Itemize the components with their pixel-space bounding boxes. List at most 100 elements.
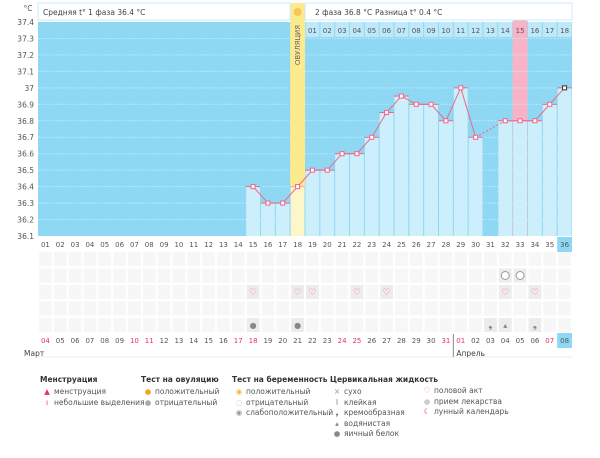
grid-cell	[335, 285, 349, 299]
date-label: 21	[293, 337, 302, 345]
grid-cell	[128, 252, 141, 266]
date-label: 07	[85, 337, 94, 345]
pregnancy-weak-positive-icon	[500, 271, 510, 280]
phase2-day-cell	[394, 22, 409, 37]
cycle-day-label: 26	[412, 241, 421, 249]
temperature-bar	[528, 120, 542, 236]
phase2-average: 2 фаза 36.8 °C	[315, 8, 372, 17]
temperature-point	[428, 101, 434, 107]
grid-cell	[261, 285, 275, 299]
grid-cell	[409, 285, 423, 299]
temperature-bar	[320, 170, 335, 236]
phase2-day-cell	[335, 22, 349, 37]
grid-cell	[291, 252, 304, 266]
temperature-point	[413, 101, 419, 107]
grid-cell	[172, 318, 186, 332]
temperature-point	[562, 85, 568, 91]
phase2-day-cell	[350, 22, 364, 37]
temperature-bar	[261, 203, 275, 236]
grid-cell	[380, 252, 393, 266]
temperature-bar	[557, 87, 572, 236]
event-cell	[291, 285, 304, 299]
date-label: 13	[174, 337, 183, 345]
grid-cell	[498, 252, 512, 266]
event-cell	[528, 285, 542, 299]
phase2-box	[304, 2, 573, 21]
cycle-day-label: 25	[397, 241, 406, 249]
temperature-point	[354, 151, 360, 157]
temperature-line-segment	[430, 103, 447, 122]
grid-cell	[380, 268, 393, 283]
event-cell	[246, 285, 260, 299]
grid-cell	[39, 318, 52, 332]
temperature-point	[384, 110, 390, 116]
cycle-day-label: 10	[174, 241, 183, 249]
egg-white-icon: ●	[294, 321, 301, 330]
grid-cell	[113, 252, 126, 266]
grid-cell	[380, 301, 393, 316]
phase2-day-cell	[453, 22, 468, 37]
grid-cell	[335, 252, 349, 266]
grid-cell	[83, 301, 97, 316]
temperature-bar	[379, 112, 394, 236]
grid-cell	[291, 301, 304, 316]
temperature-point	[250, 184, 256, 190]
date-label: 12	[160, 337, 169, 345]
grid-cell	[231, 268, 245, 283]
legend-item: положительный	[155, 387, 220, 396]
date-label: 08	[560, 337, 569, 345]
grid-cell	[231, 301, 245, 316]
legend-title: Цервикальная жидкость	[330, 375, 439, 384]
grid-cell	[320, 301, 334, 316]
grid-cell	[202, 285, 215, 299]
grid-cell	[246, 268, 260, 283]
legend-item: положительный	[246, 387, 311, 396]
date-label: 17	[234, 337, 243, 345]
ovulation-column	[290, 3, 305, 187]
temperature-line-segment	[371, 112, 388, 138]
y-tick-label: 37.4	[17, 18, 34, 27]
grid-cell	[98, 268, 112, 283]
grid-cell	[320, 252, 334, 266]
date-label: 06	[71, 337, 80, 345]
y-tick-label: 36.7	[17, 133, 34, 142]
grid-cell	[68, 268, 82, 283]
dry-icon: ×	[333, 387, 341, 396]
phase2-day-label: 15	[516, 27, 525, 35]
temperature-bar	[424, 104, 438, 236]
grid-cell	[157, 301, 171, 316]
temperature-point	[295, 184, 301, 190]
grid-cell	[335, 301, 349, 316]
grid-cell	[246, 301, 260, 316]
grid-cell	[558, 285, 571, 299]
grid-cell	[439, 301, 453, 316]
temperature-point	[324, 167, 330, 173]
phase2-day-cell	[379, 22, 394, 37]
date-label: 22	[308, 337, 317, 345]
y-tick-label: 37.2	[17, 51, 34, 60]
grid-cell	[157, 318, 171, 332]
spotting-icon: ı	[45, 397, 49, 407]
phase1-average: Средняя t° 1 фаза 36.4 °C	[43, 8, 145, 17]
phase2-day-cell	[557, 22, 572, 37]
grid-cell	[142, 318, 156, 332]
cycle-day-label: 06	[115, 241, 124, 249]
grid-cell	[335, 318, 349, 332]
temperature-bar	[468, 137, 483, 236]
grid-cell	[484, 285, 497, 299]
phase2-day-cell	[542, 22, 557, 37]
grid-cell	[365, 285, 379, 299]
y-axis-unit: °C	[24, 4, 33, 13]
grid-cell	[261, 268, 275, 283]
cycle-day-label: 27	[427, 241, 436, 249]
grid-cell	[424, 285, 438, 299]
temperature-line-segment	[475, 120, 506, 138]
temperature-point	[398, 93, 404, 99]
date-label: 19	[263, 337, 272, 345]
heart-icon: ♡	[308, 288, 316, 298]
grid-cell	[172, 301, 186, 316]
grid-cell	[128, 285, 141, 299]
event-cell	[484, 318, 497, 332]
grid-cell	[53, 252, 67, 266]
